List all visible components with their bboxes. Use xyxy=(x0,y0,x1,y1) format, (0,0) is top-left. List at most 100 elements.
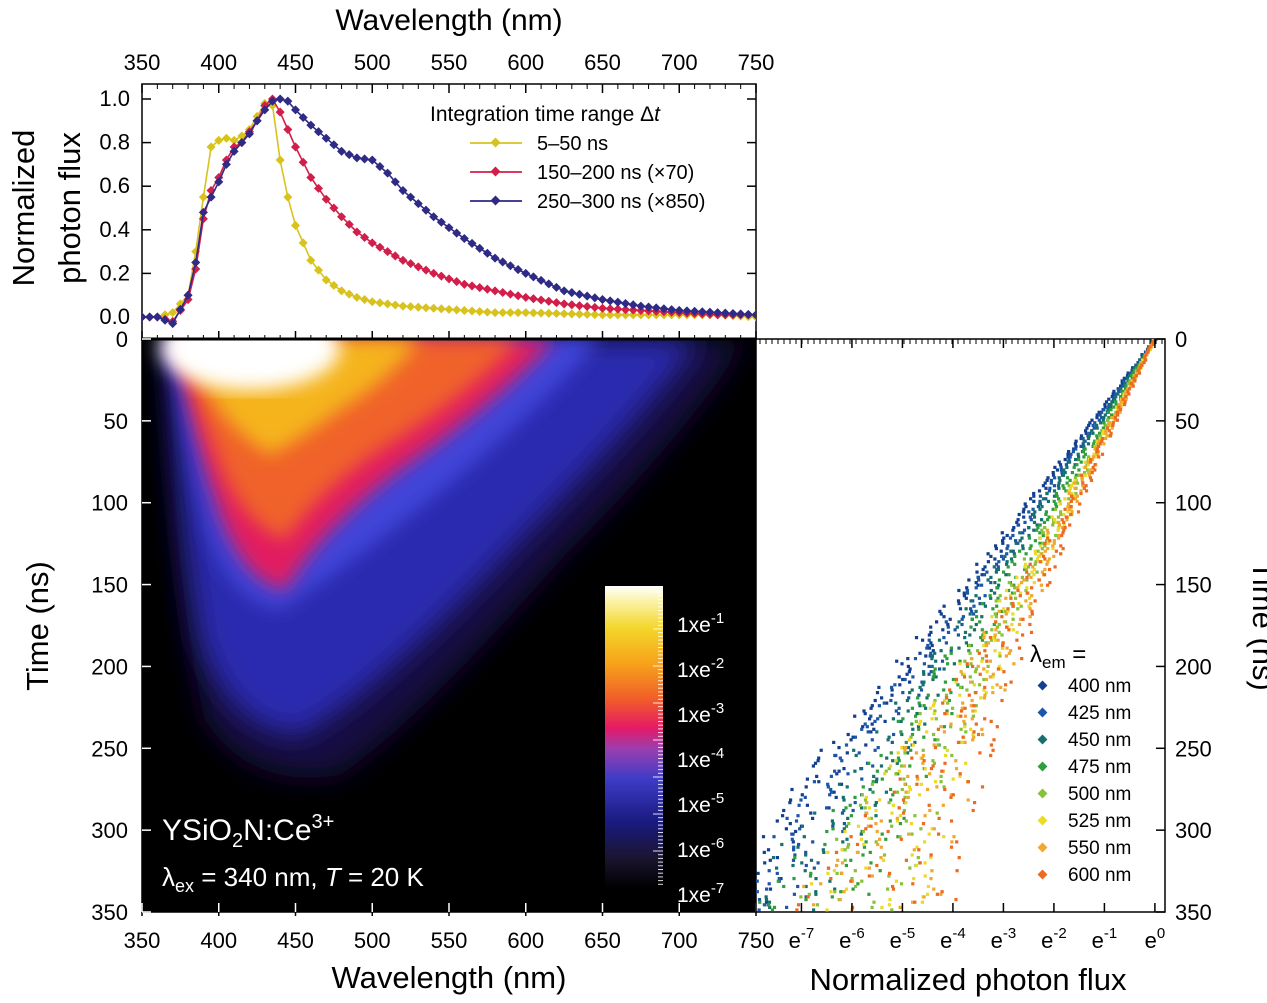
decay-point xyxy=(954,677,959,682)
top-series-marker xyxy=(290,220,301,230)
top-series-marker xyxy=(467,281,477,291)
decay-point xyxy=(1068,455,1072,459)
top-legend-entry-label: 5–50 ns xyxy=(537,133,608,155)
decay-point xyxy=(874,814,878,818)
decay-point xyxy=(1143,355,1147,359)
decay-point xyxy=(842,822,846,826)
decay-point xyxy=(1052,499,1056,503)
decay-point xyxy=(993,557,997,561)
decay-point xyxy=(972,683,976,687)
decay-point xyxy=(1093,455,1097,459)
decay-point xyxy=(921,753,926,758)
decay-point xyxy=(860,727,864,731)
top-series-marker xyxy=(306,120,316,130)
decay-point xyxy=(922,680,926,684)
decay-point xyxy=(939,780,943,784)
decay-point xyxy=(826,866,831,870)
decay-point xyxy=(930,827,934,831)
decay-point xyxy=(1025,586,1029,590)
decay-point xyxy=(1027,536,1031,540)
decay-point xyxy=(1133,374,1137,378)
decay-point xyxy=(918,704,922,708)
top-series-marker xyxy=(168,308,178,318)
decay-xtick-label: e-7 xyxy=(789,925,815,953)
decay-point xyxy=(983,685,987,689)
top-legend-swatch-marker xyxy=(490,195,501,206)
decay-point xyxy=(881,858,886,862)
decay-point xyxy=(1054,502,1058,506)
decay-point xyxy=(792,848,796,852)
decay-point xyxy=(1079,444,1083,448)
decay-point xyxy=(853,801,857,805)
decay-point xyxy=(954,898,958,902)
decay-point xyxy=(861,785,865,789)
decay-point xyxy=(1125,376,1129,380)
decay-scatter-group xyxy=(756,339,1158,912)
decay-point xyxy=(994,638,998,642)
decay-point xyxy=(982,696,986,700)
decay-point xyxy=(1106,410,1110,414)
decay-point xyxy=(1088,476,1093,480)
decay-point xyxy=(1067,489,1071,493)
top-xtick-label: 450 xyxy=(277,50,314,75)
top-series-marker xyxy=(283,192,293,202)
decay-point xyxy=(1149,342,1153,346)
decay-point xyxy=(1081,442,1085,446)
decay-point xyxy=(895,816,899,820)
decay-point xyxy=(870,722,874,726)
decay-point xyxy=(923,814,927,818)
decay-point xyxy=(857,751,861,755)
decay-point xyxy=(1087,455,1091,459)
decay-point xyxy=(1124,384,1128,388)
top-series-marker xyxy=(198,214,208,224)
decay-point xyxy=(930,869,934,873)
decay-point xyxy=(998,594,1002,598)
decay-point xyxy=(1038,560,1042,564)
decay-point xyxy=(1079,434,1084,438)
decay-point xyxy=(1027,604,1031,608)
decay-point xyxy=(853,769,857,773)
decay-point xyxy=(853,795,857,799)
decay-point xyxy=(946,701,950,705)
decay-point xyxy=(986,664,990,668)
decay-point xyxy=(991,675,995,679)
decay-point xyxy=(895,790,900,794)
decay-point xyxy=(929,651,933,655)
decay-point xyxy=(1102,429,1106,433)
decay-point xyxy=(983,565,987,569)
decay-point xyxy=(1004,573,1008,577)
decay-point xyxy=(840,871,844,875)
decay-point xyxy=(844,824,849,828)
decay-point xyxy=(928,706,932,710)
decay-point xyxy=(1119,387,1123,391)
decay-point xyxy=(1025,570,1029,574)
decay-point xyxy=(890,685,894,689)
decay-point xyxy=(983,693,987,697)
decay-point xyxy=(989,719,993,723)
decay-point xyxy=(1009,549,1013,553)
top-xtick-label: 350 xyxy=(124,50,161,75)
top-series-marker xyxy=(436,304,446,314)
decay-point xyxy=(1093,447,1097,451)
decay-point xyxy=(1048,539,1052,543)
top-series-marker xyxy=(260,105,270,115)
decay-point xyxy=(1032,528,1036,532)
decay-legend-label: 525 nm xyxy=(1068,811,1131,832)
decay-point xyxy=(932,743,936,747)
decay-point xyxy=(1120,402,1124,407)
decay-point xyxy=(921,638,925,642)
decay-point xyxy=(831,808,835,813)
decay-point xyxy=(873,719,877,723)
map-x-ticks: 350 400 450 500 550 600 650 700 750 xyxy=(124,903,774,953)
decay-point xyxy=(876,717,880,721)
decay-point xyxy=(804,884,808,889)
decay-point xyxy=(780,842,784,847)
decay-point xyxy=(932,827,936,831)
decay-point xyxy=(897,806,901,810)
decay-point xyxy=(932,732,936,737)
decay-point xyxy=(906,664,910,668)
decay-point xyxy=(796,903,801,907)
decay-point xyxy=(972,730,976,734)
decay-point xyxy=(767,900,772,904)
decay-point xyxy=(847,822,851,826)
